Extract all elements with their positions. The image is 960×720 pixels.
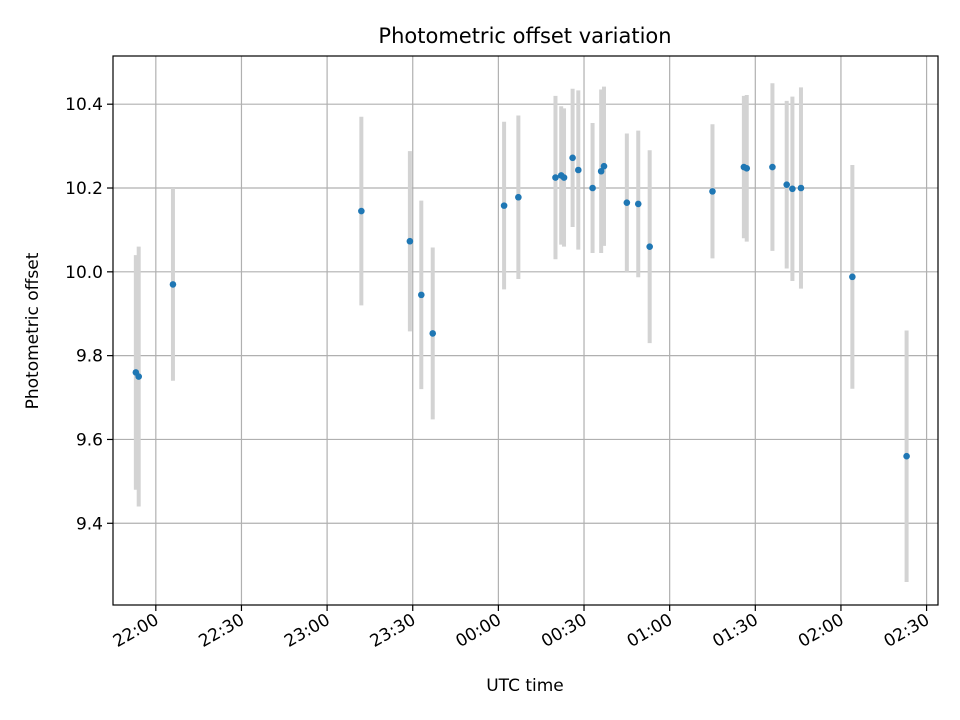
data-point [560,174,568,181]
x-tick-label: 22:30 [196,610,248,652]
x-tick-label: 23:00 [281,610,333,652]
data-point [743,165,751,172]
x-axis-label: UTC time [486,676,564,696]
x-tick-label: 02:30 [881,610,933,652]
x-tick-label: 02:00 [795,610,847,652]
grid-lines [113,56,938,605]
y-tick-label: 9.6 [76,430,103,450]
error-bars [133,83,909,582]
y-tick-label: 10.4 [65,95,103,115]
data-point [169,281,177,288]
y-tick-label: 9.4 [76,514,103,534]
x-tick-label: 00:30 [538,610,590,652]
data-point [789,185,796,193]
data-point [569,154,576,162]
data-point [500,202,508,209]
data-point [797,184,805,192]
data-point [575,166,582,174]
data-point [849,273,856,281]
data-point [646,243,653,250]
data-point [406,237,414,245]
data-point [515,193,522,201]
y-tick-label: 9.8 [76,347,103,367]
data-point [552,174,559,181]
data-point [623,199,631,206]
data-point [769,163,776,171]
data-point [600,162,608,170]
data-point [709,188,716,195]
data-point [634,200,642,208]
x-tick-label: 22:00 [110,610,162,652]
data-point [418,291,425,299]
data-points [132,154,910,460]
y-tick-label: 10.0 [65,263,103,283]
x-tick-label: 00:00 [452,610,504,652]
x-tick-label: 01:00 [624,610,676,652]
x-tick-label: 23:30 [367,610,419,652]
data-point [597,167,605,175]
data-point [589,184,596,192]
data-point [358,207,365,215]
y-tick-label: 10.2 [65,179,103,199]
x-tick-label: 01:30 [709,610,761,652]
data-point [903,452,910,460]
y-axis-label: Photometric offset [23,252,43,409]
chart-title: Photometric offset variation [378,24,671,48]
data-point [783,181,791,188]
plot-frame [112,55,939,606]
data-point [135,373,142,380]
data-point [429,330,437,337]
